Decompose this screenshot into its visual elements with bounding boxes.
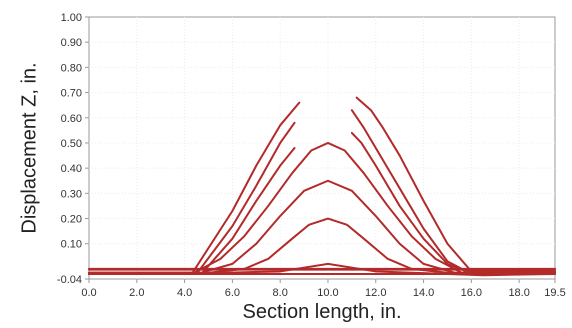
- y-tick-label: 0.70: [61, 88, 82, 100]
- y-tick-label: 1.00: [61, 12, 82, 24]
- series-line-6: [88, 179, 556, 274]
- x-axis-ticks: 0.0 2.0 4.0 6.0 8.0 10.0 12.0 14.0 16.0 18.0 19.5: [81, 279, 566, 299]
- series-line-13: [355, 96, 556, 273]
- y-tick-label: 0.20: [61, 214, 82, 226]
- y-tick-label: 0.10: [61, 239, 82, 251]
- series-line-11: [350, 109, 556, 273]
- x-tick-label: 10.0: [317, 287, 338, 299]
- series-line-12: [88, 101, 301, 275]
- x-tick-label: 14.0: [413, 287, 434, 299]
- x-tick-label: 12.0: [365, 287, 386, 299]
- series-line-7: [88, 141, 556, 274]
- y-tick-label: 0.50: [61, 138, 82, 150]
- y-tick-label: 0.30: [61, 188, 82, 200]
- y-axis-title: Displacement Z, in.: [18, 62, 40, 233]
- x-tick-label: 6.0: [225, 287, 240, 299]
- series-lines: [88, 96, 556, 277]
- y-tick-label: -0.04: [57, 274, 82, 286]
- plot-area: [88, 16, 556, 280]
- x-tick-label: 19.5: [544, 287, 565, 299]
- x-axis-title: Section length, in.: [243, 301, 402, 323]
- y-tick-label: 0.90: [61, 37, 82, 49]
- series-line-5: [88, 217, 556, 274]
- y-axis-ticks: -0.04 0.10 0.20 0.30 0.40 0.50 0.60 0.70 0.80 0.9…: [57, 12, 89, 286]
- x-tick-label: 16.0: [461, 287, 482, 299]
- y-tick-label: 0.80: [61, 62, 82, 74]
- y-tick-label: 0.60: [61, 113, 82, 125]
- x-tick-label: 8.0: [273, 287, 288, 299]
- x-tick-label: 18.0: [508, 287, 529, 299]
- y-tick-label: 0.40: [61, 163, 82, 175]
- x-tick-label: 0.0: [81, 287, 96, 299]
- x-tick-label: 4.0: [177, 287, 192, 299]
- x-tick-label: 2.0: [129, 287, 144, 299]
